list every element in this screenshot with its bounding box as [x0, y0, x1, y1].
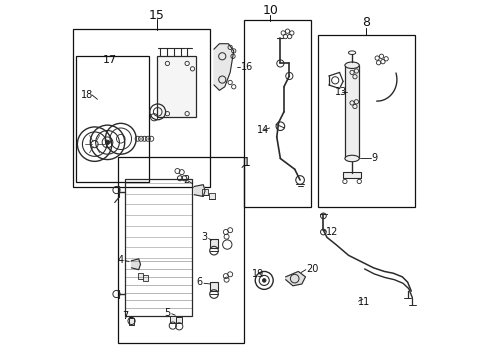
Text: 15: 15: [148, 9, 164, 22]
Bar: [138, 273, 142, 279]
Ellipse shape: [344, 155, 359, 162]
Bar: [317, 35, 414, 207]
Bar: [210, 239, 217, 248]
Text: 9: 9: [371, 153, 377, 163]
Bar: [128, 318, 134, 324]
Text: 12: 12: [325, 227, 338, 237]
Bar: [202, 189, 207, 195]
Bar: [343, 172, 360, 178]
Text: 4: 4: [117, 255, 123, 265]
Text: 7: 7: [122, 311, 128, 321]
Polygon shape: [214, 44, 233, 90]
Polygon shape: [194, 185, 204, 197]
Bar: [210, 282, 217, 291]
Text: 10: 10: [262, 4, 278, 17]
Bar: [73, 30, 210, 187]
Text: 16: 16: [241, 62, 253, 72]
Bar: [169, 316, 175, 323]
Bar: [125, 179, 191, 316]
Text: 6: 6: [196, 277, 202, 287]
Polygon shape: [131, 259, 140, 270]
Text: 2: 2: [183, 175, 189, 185]
Text: 1: 1: [242, 156, 250, 169]
Bar: [344, 65, 359, 158]
Text: 5: 5: [163, 308, 170, 318]
Circle shape: [105, 140, 109, 144]
Bar: [209, 193, 215, 199]
Text: 14: 14: [257, 125, 269, 135]
Text: 3: 3: [201, 232, 207, 242]
Bar: [176, 317, 182, 323]
Circle shape: [262, 279, 265, 282]
Bar: [118, 157, 244, 343]
Text: 20: 20: [305, 264, 318, 274]
Bar: [76, 56, 149, 182]
Text: 13: 13: [334, 87, 346, 97]
Bar: [143, 275, 148, 282]
Text: 17: 17: [103, 55, 117, 65]
Text: 19: 19: [251, 269, 264, 279]
Bar: [156, 56, 196, 117]
Text: 18: 18: [81, 90, 93, 100]
Polygon shape: [285, 271, 305, 286]
Text: 8: 8: [362, 17, 370, 30]
Text: 11: 11: [357, 297, 369, 307]
Bar: [244, 21, 310, 207]
Ellipse shape: [344, 62, 359, 68]
